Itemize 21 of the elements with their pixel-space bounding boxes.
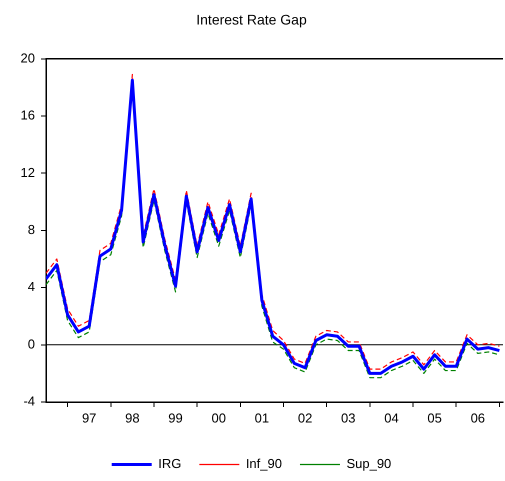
x-tick-label: 05	[427, 410, 442, 426]
x-tick-label: 00	[211, 410, 226, 426]
y-tick-label: 16	[20, 108, 35, 123]
y-tick-label: 8	[28, 222, 35, 237]
y-tick-label: 12	[20, 164, 35, 180]
x-tick-label: 97	[82, 410, 96, 426]
x-tick-label: 01	[254, 410, 270, 426]
legend-label: Inf_90	[246, 456, 282, 472]
x-tick-label: 06	[470, 410, 486, 426]
legend-label: Sup_90	[346, 456, 392, 472]
x-tick-label: 99	[168, 410, 183, 426]
y-tick-label: 4	[28, 279, 35, 294]
legend-label: IRG	[158, 456, 182, 472]
chart-title: Interest Rate Gap	[196, 11, 307, 28]
x-tick-label: 02	[298, 410, 312, 426]
y-tick-label: -4	[23, 394, 35, 409]
x-tick-label: 04	[384, 410, 399, 426]
x-tick-label: 98	[125, 410, 140, 426]
y-tick-label: 20	[20, 50, 35, 66]
x-tick-label: 03	[341, 410, 356, 426]
y-tick-label: 0	[28, 336, 35, 352]
